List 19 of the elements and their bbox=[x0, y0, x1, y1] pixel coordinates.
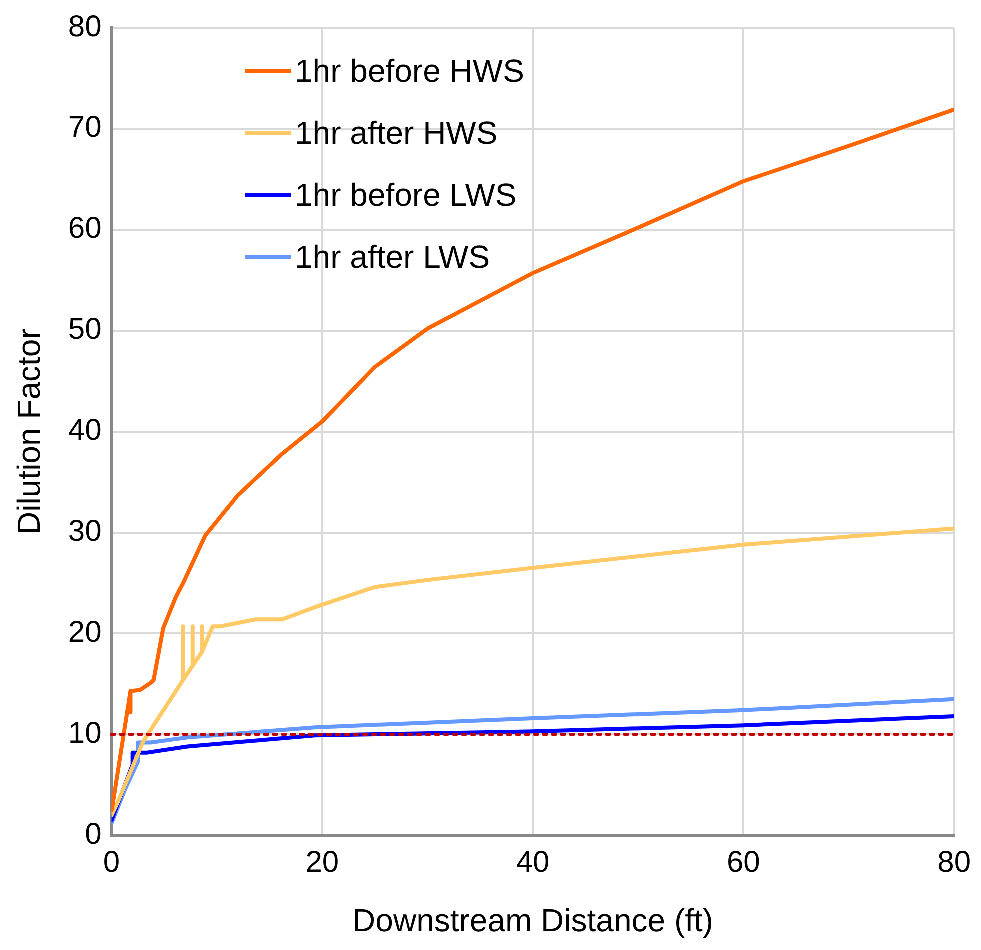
x-tick-label: 80 bbox=[938, 846, 972, 879]
x-tick-label: 20 bbox=[306, 846, 340, 879]
y-tick-label: 20 bbox=[68, 616, 102, 649]
legend-label: 1hr after LWS bbox=[295, 238, 490, 276]
y-tick-label: 60 bbox=[68, 212, 102, 246]
y-tick-label: 30 bbox=[68, 515, 102, 548]
y-tick-label: 80 bbox=[68, 10, 102, 44]
y-tick-label: 0 bbox=[85, 818, 102, 851]
y-axis-title: Dilution Factor bbox=[11, 328, 48, 535]
x-axis-title: Downstream Distance (ft) bbox=[352, 902, 714, 939]
y-tick-label: 40 bbox=[68, 414, 102, 448]
y-tick-label: 10 bbox=[68, 716, 102, 750]
legend-label: 1hr after HWS bbox=[295, 114, 498, 152]
legend-label: 1hr before HWS bbox=[295, 52, 524, 90]
x-tick-label: 60 bbox=[726, 846, 760, 879]
y-tick-label: 70 bbox=[68, 111, 102, 144]
x-tick-label: 40 bbox=[516, 846, 550, 879]
y-tick-label: 50 bbox=[68, 313, 102, 346]
legend-label: 1hr before LWS bbox=[295, 176, 517, 214]
